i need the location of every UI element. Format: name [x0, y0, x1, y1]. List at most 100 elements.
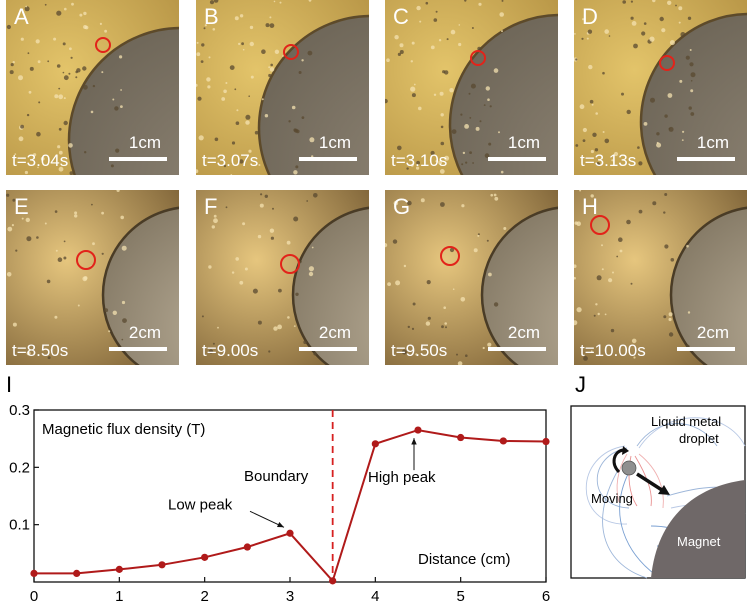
droplet-marker: [280, 254, 300, 274]
particle: [291, 105, 296, 110]
particle: [260, 193, 263, 196]
particle: [279, 1, 282, 4]
particle: [54, 210, 58, 213]
particle: [469, 151, 472, 155]
particle: [493, 302, 499, 307]
timestamp-label: t=3.07s: [202, 151, 259, 170]
particle: [63, 240, 66, 243]
annotation-arrowhead-icon: [411, 438, 417, 445]
particle: [68, 72, 71, 75]
particle: [264, 114, 269, 118]
particle: [416, 160, 420, 165]
scale-bar-label: 2cm: [507, 323, 540, 342]
panel-letter-I: I: [6, 372, 12, 397]
particle: [249, 41, 254, 47]
micrograph-photo: [385, 0, 558, 175]
particle: [484, 153, 490, 158]
particle: [685, 55, 690, 60]
particle: [483, 104, 486, 106]
particle: [493, 68, 499, 73]
particle: [661, 28, 666, 33]
particle: [15, 249, 18, 252]
particle: [211, 225, 215, 229]
particle: [485, 86, 490, 91]
particle: [638, 161, 643, 166]
particle: [12, 198, 16, 202]
particle: [668, 127, 671, 130]
particle: [604, 29, 609, 34]
data-point: [499, 437, 507, 445]
particle: [201, 43, 205, 47]
particle: [295, 292, 299, 296]
particle: [444, 322, 447, 325]
particle: [668, 332, 674, 337]
particle: [664, 114, 668, 118]
particle: [308, 271, 314, 277]
particle: [301, 116, 305, 119]
particle: [121, 338, 124, 341]
particle: [27, 52, 30, 55]
particle: [248, 95, 250, 97]
particle: [601, 244, 603, 247]
particle: [649, 36, 655, 42]
particle: [442, 70, 446, 74]
particle: [490, 193, 493, 197]
panel-letter: B: [204, 4, 219, 29]
particle: [686, 244, 689, 248]
particle: [589, 99, 594, 104]
particle: [63, 97, 66, 100]
particle: [245, 114, 251, 120]
particle: [74, 211, 78, 215]
particle: [488, 142, 492, 146]
scale-bar: [677, 347, 735, 351]
particle: [278, 288, 282, 293]
particle: [270, 63, 273, 67]
particle: [295, 165, 299, 169]
particle: [231, 271, 235, 274]
droplet-icon: [621, 460, 637, 476]
data-point: [201, 553, 209, 561]
particle: [99, 22, 102, 25]
particle: [435, 160, 438, 163]
particle: [643, 122, 648, 126]
particle: [63, 120, 68, 126]
particle: [37, 166, 39, 169]
particle: [386, 58, 390, 62]
droplet-marker: [440, 246, 460, 266]
particle: [306, 200, 309, 202]
particle: [406, 167, 409, 170]
particle: [70, 56, 73, 59]
particle: [669, 40, 675, 46]
data-point: [371, 440, 379, 448]
scale-bar-label: 1cm: [318, 133, 351, 152]
particle: [678, 6, 683, 11]
particle: [82, 66, 87, 71]
particle: [630, 0, 633, 3]
timestamp-label: t=3.13s: [580, 151, 637, 170]
particle: [469, 117, 472, 119]
magnet-edge: [480, 206, 558, 365]
particle: [670, 258, 675, 262]
particle: [468, 92, 471, 95]
x-tick-label: 1: [115, 588, 123, 605]
particle: [112, 98, 115, 101]
particle: [196, 169, 199, 174]
particle: [587, 29, 593, 34]
panel-letter: C: [393, 4, 409, 29]
particle: [399, 43, 404, 48]
particle: [84, 151, 87, 154]
particle: [198, 135, 204, 141]
particle: [44, 222, 47, 225]
data-point: [243, 543, 251, 551]
droplet-label-1: Liquid metal: [651, 414, 721, 429]
magnet-body: [651, 480, 745, 578]
particle: [261, 98, 264, 101]
timestamp-label: t=9.50s: [391, 341, 448, 360]
particle: [445, 326, 447, 329]
annotation-arrowhead-icon: [277, 522, 284, 528]
particle: [385, 243, 388, 248]
particle: [440, 141, 445, 146]
particle: [579, 190, 582, 192]
particle: [663, 211, 666, 214]
particle: [595, 303, 598, 306]
